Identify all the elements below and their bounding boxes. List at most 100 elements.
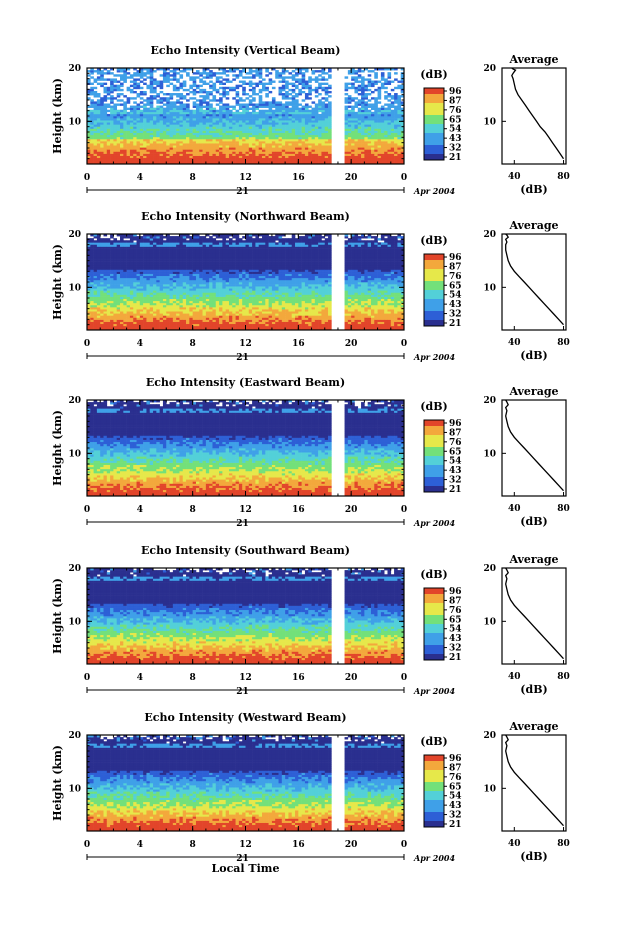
heatmap-cell <box>169 82 174 85</box>
heatmap-cell <box>110 317 114 320</box>
heatmap-cell <box>370 136 375 140</box>
heatmap-cell <box>370 159 375 163</box>
heatmap-cell <box>298 70 302 73</box>
heatmap-cell <box>169 97 174 100</box>
heatmap-cell <box>136 269 141 272</box>
heatmap-cell <box>139 145 144 148</box>
heatmap-cell <box>219 97 223 100</box>
heatmap-cell <box>156 161 160 165</box>
heatmap-cell <box>149 134 154 138</box>
profile-line <box>511 67 565 160</box>
heatmap-cell <box>136 321 141 325</box>
heatmap-cell <box>374 141 378 144</box>
heatmap-cell <box>285 86 289 90</box>
heatmap-cell <box>176 240 180 243</box>
heatmap-cell <box>113 290 118 293</box>
heatmap-cell <box>146 263 151 266</box>
heatmap-cell <box>172 284 177 287</box>
heatmap-cell <box>153 107 157 111</box>
heatmap-cell <box>153 282 157 285</box>
heatmap-cell <box>186 128 190 131</box>
heatmap-cell <box>232 141 236 144</box>
heatmap-cell <box>90 149 94 152</box>
heatmap-cell <box>172 74 177 77</box>
heatmap-cell <box>156 109 160 113</box>
heatmap-cell <box>390 109 395 113</box>
heatmap-cell <box>162 74 167 77</box>
heatmap-cell <box>139 288 144 291</box>
heatmap-cell <box>139 109 144 113</box>
heatmap-cell <box>291 120 296 123</box>
heatmap-cell <box>380 134 385 138</box>
heatmap-cell <box>225 138 230 142</box>
heatmap-cell <box>133 294 137 297</box>
heatmap-cell <box>143 321 147 325</box>
heatmap-cell <box>113 122 118 125</box>
heatmap-cell <box>195 72 200 75</box>
heatmap-cell <box>110 153 114 156</box>
heatmap-cell <box>252 99 256 102</box>
heatmap-cell <box>189 141 193 144</box>
heatmap-cell <box>285 105 289 108</box>
heatmap-cell <box>153 315 157 318</box>
heatmap-cell <box>179 319 184 322</box>
heatmap-cell <box>288 128 293 131</box>
heatmap-cell <box>123 261 127 264</box>
heatmap-cell <box>176 307 180 310</box>
heatmap-cell <box>291 136 296 140</box>
heatmap-cell <box>212 99 217 102</box>
heatmap-cell <box>87 136 91 140</box>
heatmap-cell <box>347 116 352 119</box>
heatmap-cell <box>351 130 355 133</box>
heatmap-cell <box>228 128 233 131</box>
heatmap-cell <box>156 116 160 119</box>
heatmap-cell <box>212 88 217 92</box>
heatmap-cell <box>394 161 398 165</box>
heatmap-cell <box>222 141 226 144</box>
heatmap-cell <box>162 236 167 239</box>
heatmap-cell <box>169 290 174 293</box>
heatmap-cell <box>242 93 246 96</box>
heatmap-cell <box>209 122 213 125</box>
heatmap-cell <box>189 138 193 142</box>
heatmap-cell <box>153 141 157 144</box>
heatmap-cell <box>169 159 174 163</box>
heatmap-cell <box>136 141 141 144</box>
heatmap-cell <box>308 147 312 150</box>
heatmap-cell <box>139 282 144 285</box>
heatmap-cell <box>285 157 289 161</box>
heatmap-cell <box>314 161 319 165</box>
heatmap-cell <box>268 149 273 152</box>
heatmap-cell <box>212 157 217 161</box>
heatmap-cell <box>268 155 273 159</box>
heatmap-cell <box>232 111 236 115</box>
heatmap-cell <box>195 155 200 159</box>
heatmap-cell <box>159 273 164 277</box>
heatmap-cell <box>93 309 98 312</box>
heatmap-cell <box>166 327 170 331</box>
heatmap-cell <box>328 70 332 73</box>
heatmap-cell <box>209 138 213 142</box>
heatmap-cell <box>357 130 362 133</box>
heatmap-cell <box>281 70 286 73</box>
heatmap-cell <box>139 300 144 304</box>
heatmap-cell <box>192 130 197 133</box>
heatmap-cell <box>126 282 131 285</box>
heatmap-cell <box>120 134 124 138</box>
heatmap-cell <box>179 267 184 270</box>
heatmap-cell <box>166 138 170 142</box>
heatmap-cell <box>166 319 170 322</box>
heatmap-cell <box>113 304 118 308</box>
heatmap-cell <box>357 147 362 150</box>
heatmap-cell <box>367 70 372 73</box>
heatmap-cell <box>212 159 217 163</box>
heatmap-cell <box>103 267 108 270</box>
heatmap-cell <box>96 242 101 245</box>
heatmap-cell <box>116 317 121 320</box>
heatmap-cell <box>182 242 187 245</box>
heatmap-cell <box>169 101 174 104</box>
heatmap-cell <box>390 159 395 163</box>
heatmap-cell <box>172 282 177 285</box>
heatmap-cell <box>100 292 104 295</box>
heatmap-cell <box>103 275 108 279</box>
